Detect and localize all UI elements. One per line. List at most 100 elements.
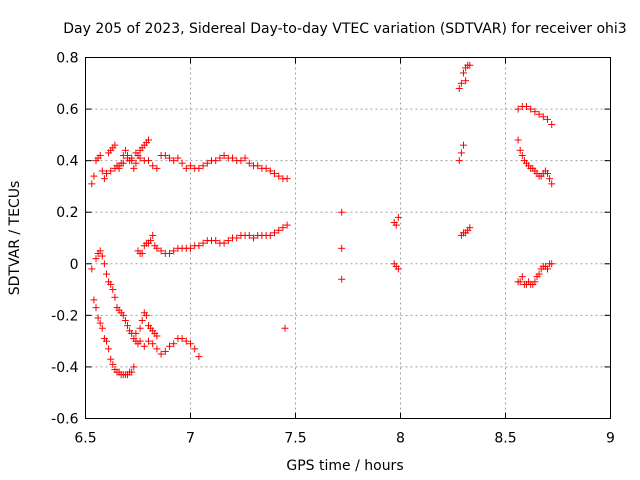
y-tick-label: 0.8 bbox=[56, 51, 78, 67]
data-point bbox=[455, 84, 463, 92]
data-point bbox=[124, 154, 131, 162]
data-point bbox=[153, 244, 161, 252]
data-point bbox=[107, 355, 115, 363]
data-point bbox=[121, 146, 129, 154]
data-point bbox=[145, 157, 152, 165]
data-point bbox=[136, 324, 144, 332]
data-point bbox=[544, 115, 551, 123]
data-point bbox=[107, 167, 115, 175]
data-point bbox=[161, 151, 169, 159]
data-point bbox=[187, 162, 194, 170]
data-point bbox=[394, 265, 402, 273]
data-point bbox=[212, 157, 220, 165]
data-point bbox=[220, 239, 228, 247]
data-point bbox=[88, 265, 96, 273]
series-arc-lower-c bbox=[132, 329, 203, 361]
data-point bbox=[338, 244, 346, 252]
data-point bbox=[182, 164, 190, 172]
data-point bbox=[460, 141, 467, 149]
data-point bbox=[220, 151, 228, 159]
grid-lines bbox=[85, 57, 611, 419]
data-point bbox=[187, 244, 194, 252]
data-point bbox=[92, 255, 100, 263]
data-point bbox=[271, 229, 278, 237]
data-point bbox=[157, 350, 165, 358]
data-point bbox=[88, 180, 96, 188]
data-point bbox=[136, 337, 144, 345]
series-arc-8.6-middle bbox=[514, 136, 556, 188]
data-point bbox=[96, 319, 104, 327]
data-point bbox=[121, 317, 129, 325]
data-point bbox=[338, 208, 346, 216]
x-tick-labels: 6.5 7 7.5 8 8.5 9 bbox=[74, 431, 615, 447]
x-tick-label: 7.5 bbox=[284, 431, 306, 447]
data-point bbox=[266, 231, 274, 239]
y-tick-label: -0.2 bbox=[51, 308, 78, 324]
data-point bbox=[132, 149, 140, 157]
data-point bbox=[539, 113, 547, 121]
data-point bbox=[98, 252, 106, 260]
x-tick-label: 9 bbox=[606, 431, 615, 447]
data-point bbox=[94, 314, 102, 322]
data-point bbox=[90, 172, 98, 180]
data-point bbox=[130, 164, 138, 172]
data-point bbox=[128, 368, 136, 376]
data-point bbox=[138, 317, 146, 325]
data-point bbox=[119, 159, 127, 167]
data-point bbox=[195, 242, 203, 250]
data-point bbox=[174, 154, 182, 162]
data-point bbox=[103, 170, 110, 178]
data-point bbox=[237, 157, 245, 165]
data-point bbox=[250, 234, 257, 242]
data-point bbox=[149, 162, 157, 170]
data-point bbox=[105, 345, 113, 353]
data-point bbox=[233, 234, 241, 242]
series-arc-8.6-upper bbox=[514, 102, 556, 129]
data-point bbox=[279, 224, 287, 232]
data-point bbox=[516, 146, 524, 154]
y-axis-label: SDTVAR / TECUs bbox=[7, 181, 23, 296]
data-point bbox=[100, 175, 108, 183]
y-tick-label: 0.2 bbox=[56, 205, 78, 221]
data-point bbox=[457, 79, 465, 87]
data-point bbox=[254, 162, 262, 170]
data-point bbox=[514, 136, 522, 144]
series-arc-8.3 bbox=[455, 61, 474, 239]
data-point bbox=[535, 110, 543, 118]
data-point bbox=[518, 273, 526, 281]
chart-title: Day 205 of 2023, Sidereal Day-to-day VTE… bbox=[63, 21, 626, 37]
x-axis-label: GPS time / hours bbox=[286, 458, 403, 474]
data-point bbox=[145, 136, 152, 144]
data-point bbox=[90, 296, 98, 304]
data-point bbox=[266, 167, 274, 175]
data-point bbox=[166, 154, 173, 162]
data-point bbox=[527, 105, 535, 113]
data-point bbox=[195, 164, 203, 172]
data-point bbox=[275, 226, 283, 234]
x-tick-label: 7 bbox=[186, 431, 195, 447]
data-point bbox=[548, 180, 556, 188]
data-point bbox=[229, 154, 236, 162]
plot-frame bbox=[85, 57, 611, 419]
y-tick-labels: -0.6 -0.4 -0.2 0 0.2 0.4 0.6 0.8 bbox=[51, 51, 78, 428]
x-tick-label: 8 bbox=[396, 431, 405, 447]
series-arc-lower-a bbox=[88, 265, 138, 379]
data-point bbox=[516, 278, 524, 286]
data-point bbox=[182, 337, 190, 345]
data-point bbox=[394, 213, 402, 221]
data-point bbox=[124, 322, 131, 330]
data-point bbox=[531, 278, 539, 286]
data-point bbox=[149, 340, 157, 348]
data-point bbox=[147, 237, 155, 245]
data-point bbox=[245, 159, 253, 167]
data-point bbox=[153, 332, 161, 340]
data-point bbox=[119, 311, 127, 319]
x-tick-label: 6.5 bbox=[74, 431, 96, 447]
data-point bbox=[531, 108, 539, 116]
y-tick-label: -0.6 bbox=[51, 412, 78, 428]
y-tick-label: 0.4 bbox=[56, 154, 78, 170]
data-point bbox=[96, 247, 104, 255]
data-point bbox=[460, 69, 467, 77]
data-point bbox=[191, 345, 199, 353]
